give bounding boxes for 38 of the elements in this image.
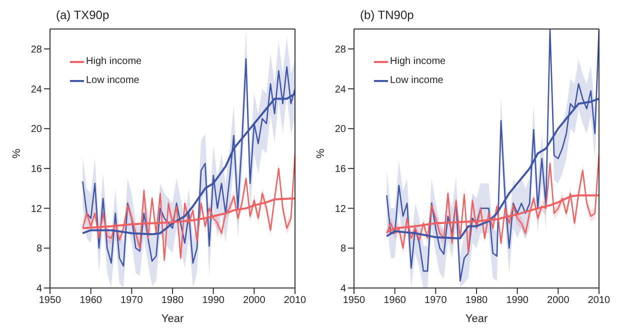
y-axis-title: % [10, 148, 23, 158]
y-tick-label: 28 [334, 44, 346, 56]
x-tick-label: 1960 [80, 295, 102, 306]
x-tick-label: 1970 [120, 295, 144, 306]
x-axis-title: Year [161, 313, 184, 325]
y-tick-label: 12 [30, 204, 42, 215]
x-tick-label: 1960 [384, 295, 406, 306]
x-tick-label: 2010 [284, 295, 307, 306]
y-axis-title: % [314, 148, 327, 158]
x-tick-label: 1950 [38, 295, 62, 306]
y-tick-label: 4 [340, 284, 346, 295]
y-tick-label: 24 [334, 84, 346, 96]
x-axis-title: Year [465, 313, 488, 325]
y-tick-label: 16 [334, 164, 346, 176]
x-tick-label: 1970 [424, 295, 448, 306]
legend-label: Low income [389, 75, 444, 86]
legend-label: Low income [85, 75, 140, 86]
y-tick-label: 28 [30, 44, 42, 56]
legend-label: High income [389, 56, 446, 67]
y-tick-label: 20 [30, 124, 42, 136]
y-tick-label: 20 [334, 124, 346, 136]
chart-title: (b) TN90p [360, 8, 414, 22]
x-tick-label: 1990 [506, 295, 529, 306]
chart-title: (a) TX90p [56, 8, 110, 22]
y-tick-label: 12 [334, 204, 346, 215]
y-tick-label: 24 [30, 84, 42, 96]
x-tick-label: 2000 [243, 295, 266, 306]
x-tick-label: 1990 [202, 295, 225, 306]
x-tick-label: 1980 [161, 295, 184, 306]
y-tick-label: 8 [36, 244, 42, 255]
legend-label: High income [85, 56, 142, 67]
y-tick-label: 4 [36, 284, 42, 295]
y-tick-label: 16 [30, 164, 42, 176]
y-tick-label: 8 [340, 244, 346, 255]
x-tick-label: 1950 [342, 295, 366, 306]
x-tick-label: 2000 [547, 295, 570, 306]
x-tick-label: 2010 [588, 295, 611, 306]
x-tick-label: 1980 [465, 295, 488, 306]
